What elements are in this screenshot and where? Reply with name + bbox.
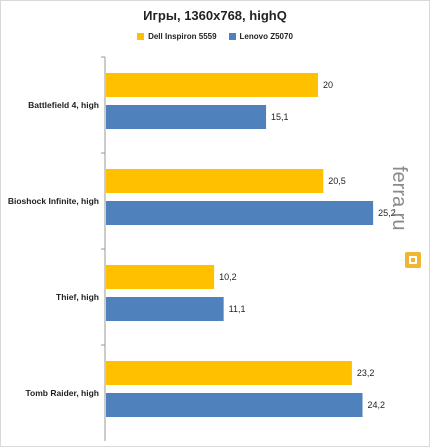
bar-dell bbox=[106, 361, 352, 385]
data-label: 11,1 bbox=[229, 304, 246, 314]
data-label: 25,2 bbox=[378, 208, 396, 218]
legend: Dell Inspiron 5559 Lenovo Z5070 bbox=[1, 32, 429, 41]
data-label: 20,5 bbox=[328, 176, 346, 186]
legend-item-lenovo: Lenovo Z5070 bbox=[228, 32, 293, 41]
bar-lenovo bbox=[106, 393, 363, 417]
chart-title: Игры, 1360x768, highQ bbox=[143, 8, 287, 23]
data-label: 10,2 bbox=[219, 272, 237, 282]
legend-swatch-dell bbox=[137, 33, 145, 40]
data-label: 23,2 bbox=[357, 368, 375, 378]
category-label: Thief, high bbox=[56, 292, 99, 302]
ferra-logo-icon bbox=[405, 252, 421, 268]
legend-label-lenovo: Lenovo Z5070 bbox=[239, 32, 293, 41]
category-label: Battlefield 4, high bbox=[28, 100, 99, 110]
legend-swatch-lenovo bbox=[228, 33, 236, 40]
bar-dell bbox=[106, 73, 318, 97]
data-label: 20 bbox=[323, 80, 333, 90]
watermark-text: ferra.ru bbox=[388, 166, 410, 231]
legend-label-dell: Dell Inspiron 5559 bbox=[148, 32, 217, 41]
category-label: Bioshock Infinite, high bbox=[8, 196, 99, 206]
bar-dell bbox=[106, 169, 324, 193]
bar-lenovo bbox=[106, 297, 224, 321]
legend-item-dell: Dell Inspiron 5559 bbox=[137, 32, 217, 41]
bar-lenovo bbox=[106, 201, 374, 225]
bar-lenovo bbox=[106, 105, 267, 129]
bar-dell bbox=[106, 265, 215, 289]
category-label: Tomb Raider, high bbox=[25, 388, 99, 398]
data-label: 24,2 bbox=[368, 400, 386, 410]
data-label: 15,1 bbox=[271, 112, 289, 122]
